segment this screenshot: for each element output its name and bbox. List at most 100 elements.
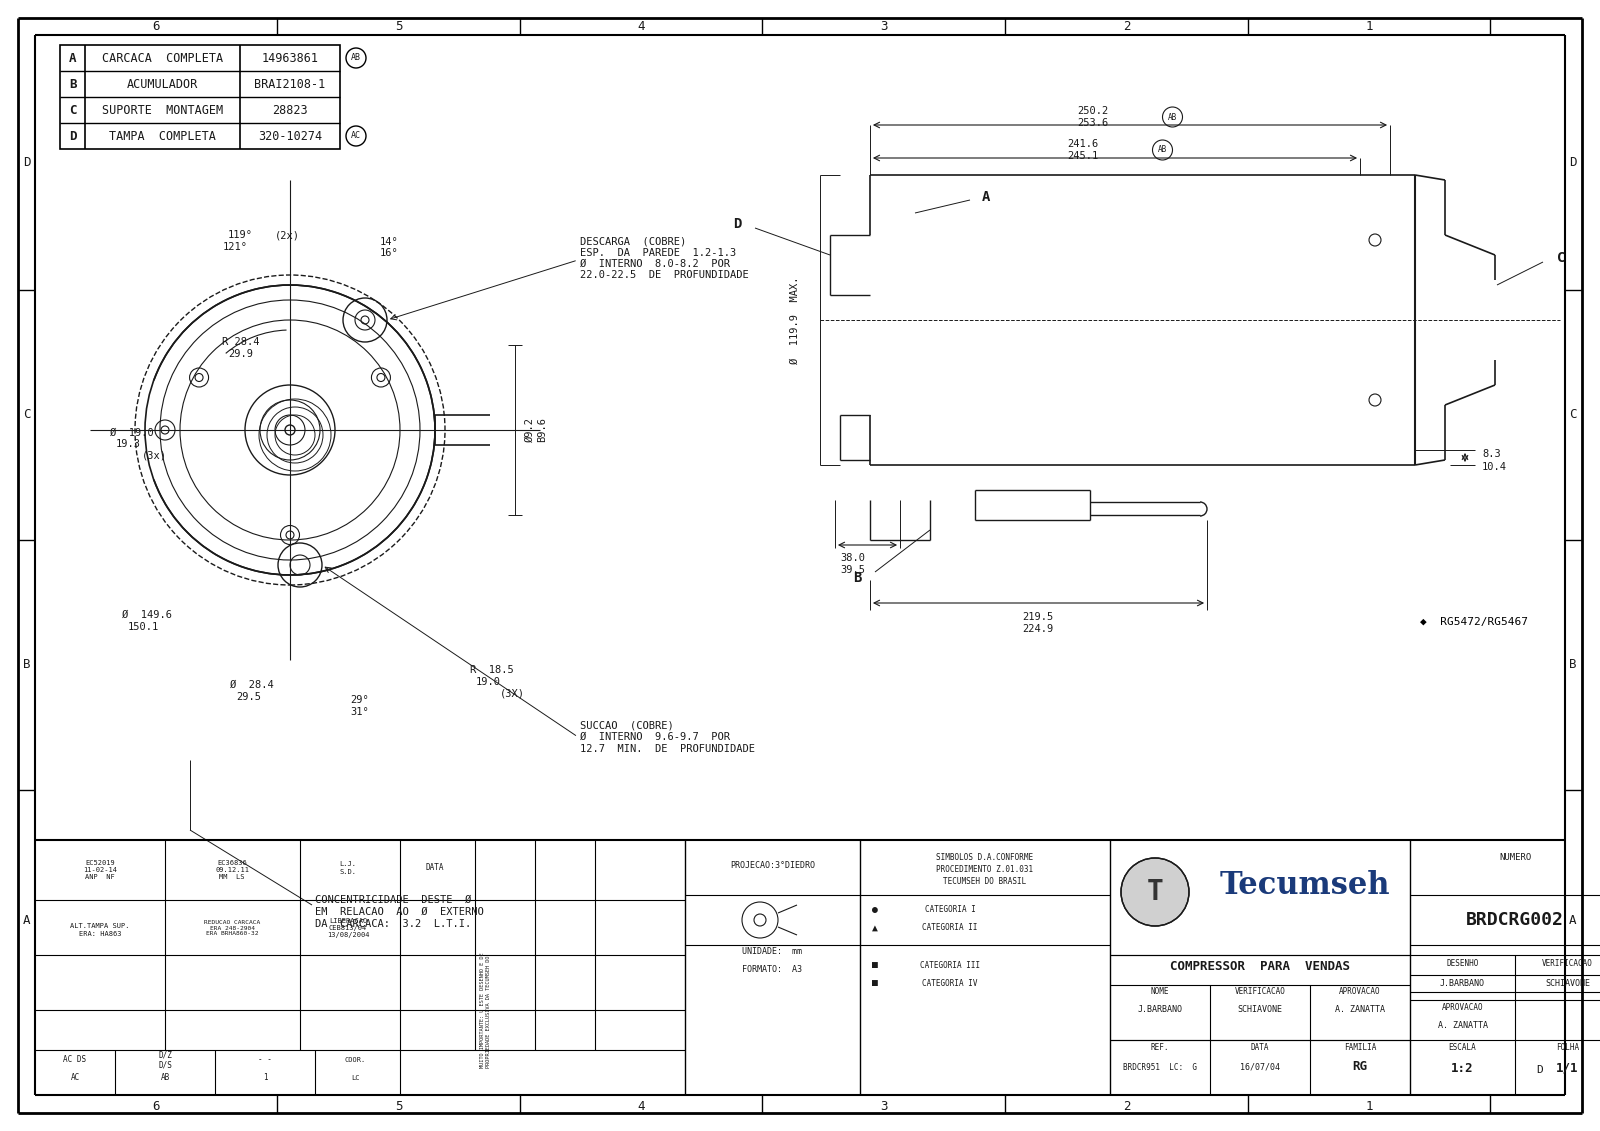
Text: B: B [1570,658,1576,672]
Text: REDUCAO CARCACA
ERA 248-2904
ERA BRHA860-32: REDUCAO CARCACA ERA 248-2904 ERA BRHA860… [203,920,261,936]
Text: BRAI2108-1: BRAI2108-1 [254,78,326,90]
Text: MUITO IMPORTANTE: U ESTE DESENHO E DE
PROPRIEDADE EXCLUSIVA DA TECUMSEH DO: MUITO IMPORTANTE: U ESTE DESENHO E DE PR… [480,952,491,1068]
Text: AC: AC [70,1073,80,1082]
Text: ●: ● [872,905,878,915]
Text: AB: AB [1158,146,1166,155]
Text: (3x): (3x) [142,450,166,460]
Text: B: B [854,571,862,585]
Text: B: B [69,78,77,90]
Text: 19.0: 19.0 [477,677,501,687]
Text: Ø  19.0: Ø 19.0 [110,428,154,438]
Text: 29.9: 29.9 [229,349,253,359]
Text: A. ZANATTA: A. ZANATTA [1334,1005,1386,1015]
Text: FAMILIA: FAMILIA [1344,1043,1376,1052]
Circle shape [1122,858,1189,926]
Text: D: D [1536,1065,1544,1074]
Text: 119°: 119° [227,230,253,240]
Text: SUCCAO  (COBRE): SUCCAO (COBRE) [579,720,674,729]
Text: 38.0: 38.0 [840,553,866,563]
Text: 10.4: 10.4 [1482,461,1507,472]
Text: CATEGORIA IV: CATEGORIA IV [922,978,978,987]
Text: VERIFICACAO: VERIFICACAO [1542,958,1594,967]
Text: 16°: 16° [381,248,398,258]
Text: D: D [69,130,77,143]
Text: DATA: DATA [1251,1043,1269,1052]
Text: (3X): (3X) [499,688,525,698]
Text: CONCENTRICIDADE  DESTE  Ø: CONCENTRICIDADE DESTE Ø [315,895,472,905]
Text: 29.5: 29.5 [237,692,261,702]
Text: C: C [24,408,30,422]
Text: CATEGORIA I: CATEGORIA I [925,906,976,915]
Text: D/Z
D/S: D/Z D/S [158,1051,171,1070]
Text: 320-10274: 320-10274 [258,130,322,143]
Text: 14963861: 14963861 [261,52,318,64]
Text: 3: 3 [880,1100,888,1114]
Text: (2x): (2x) [275,230,301,240]
Text: J.BARBANO: J.BARBANO [1138,1005,1182,1015]
Text: AC DS: AC DS [64,1055,86,1064]
Text: COOR.: COOR. [344,1057,366,1063]
Text: AB: AB [1168,112,1178,121]
Text: 2: 2 [1123,19,1130,33]
Text: DA  CARCACA:  3.2  L.T.I.: DA CARCACA: 3.2 L.T.I. [315,920,472,929]
Text: EC52019
11-02-14
ANP  NF: EC52019 11-02-14 ANP NF [83,860,117,880]
Text: 29°: 29° [350,696,368,705]
Text: CATEGORIA III: CATEGORIA III [920,960,981,969]
Text: 1:2: 1:2 [1451,1062,1474,1074]
Text: FOLHA: FOLHA [1555,1043,1579,1052]
Text: REF.: REF. [1150,1043,1170,1052]
Text: ◆  RG5472/RG5467: ◆ RG5472/RG5467 [1421,618,1528,627]
Text: 4: 4 [637,1100,645,1114]
Text: D: D [734,217,742,231]
Text: 253.6: 253.6 [1077,118,1109,128]
Text: AB: AB [160,1073,170,1082]
Text: EC36836
09.12.11
MM  LS: EC36836 09.12.11 MM LS [214,860,250,880]
Text: RG: RG [1352,1061,1368,1073]
Text: 6: 6 [152,1100,160,1114]
Text: D: D [24,156,30,169]
Text: C: C [69,104,77,116]
Text: 16/07/04: 16/07/04 [1240,1062,1280,1071]
Text: C: C [1557,251,1565,265]
Text: 4: 4 [637,19,645,33]
Text: 245.1: 245.1 [1067,152,1098,161]
Text: 1/1: 1/1 [1557,1062,1579,1074]
Bar [61,45,339,149]
Text: 3: 3 [880,19,888,33]
Text: R  18.5: R 18.5 [470,665,514,675]
Text: C: C [1570,408,1576,422]
Text: PROCEDIMENTO Z.01.031: PROCEDIMENTO Z.01.031 [936,865,1034,874]
Text: 14°: 14° [381,238,398,247]
Text: Ø  INTERNO  8.0-8.2  POR: Ø INTERNO 8.0-8.2 POR [579,259,730,269]
Text: SUPORTE  MONTAGEM: SUPORTE MONTAGEM [102,104,222,116]
Text: 22.0-22.5  DE  PROFUNDIDADE: 22.0-22.5 DE PROFUNDIDADE [579,270,749,280]
Text: Ø  149.6: Ø 149.6 [122,610,173,620]
Text: Tecumseh: Tecumseh [1219,870,1390,900]
Text: D: D [1570,156,1576,169]
Text: B: B [24,658,30,672]
Text: Ø9.2: Ø9.2 [525,417,534,442]
Text: NUMERO: NUMERO [1499,854,1531,863]
Text: ESCALA: ESCALA [1448,1043,1477,1052]
Text: ■: ■ [872,978,878,988]
Text: ■: ■ [872,960,878,970]
Text: 39.5: 39.5 [840,566,866,575]
Text: 1: 1 [262,1073,267,1082]
Text: A: A [1570,914,1576,926]
Text: 121°: 121° [222,242,248,252]
Text: L.J.
S.D.: L.J. S.D. [339,862,357,874]
Text: AC: AC [350,131,362,140]
Text: A. ZANATTA: A. ZANATTA [1437,1020,1488,1029]
Text: APROVACAO: APROVACAO [1339,987,1381,996]
Text: ▲: ▲ [872,923,878,933]
Text: BRDCRG002: BRDCRG002 [1466,910,1563,929]
Text: CATEGORIA II: CATEGORIA II [922,924,978,932]
Text: APROVACAO: APROVACAO [1442,1002,1483,1011]
Text: 250.2: 250.2 [1077,106,1109,116]
Text: T: T [1147,878,1163,906]
Text: 1: 1 [1365,1100,1373,1114]
Text: 6: 6 [152,19,160,33]
Text: J.BARBANO: J.BARBANO [1440,978,1485,987]
Text: Ø  28.4: Ø 28.4 [230,680,274,690]
Text: 5: 5 [395,1100,402,1114]
